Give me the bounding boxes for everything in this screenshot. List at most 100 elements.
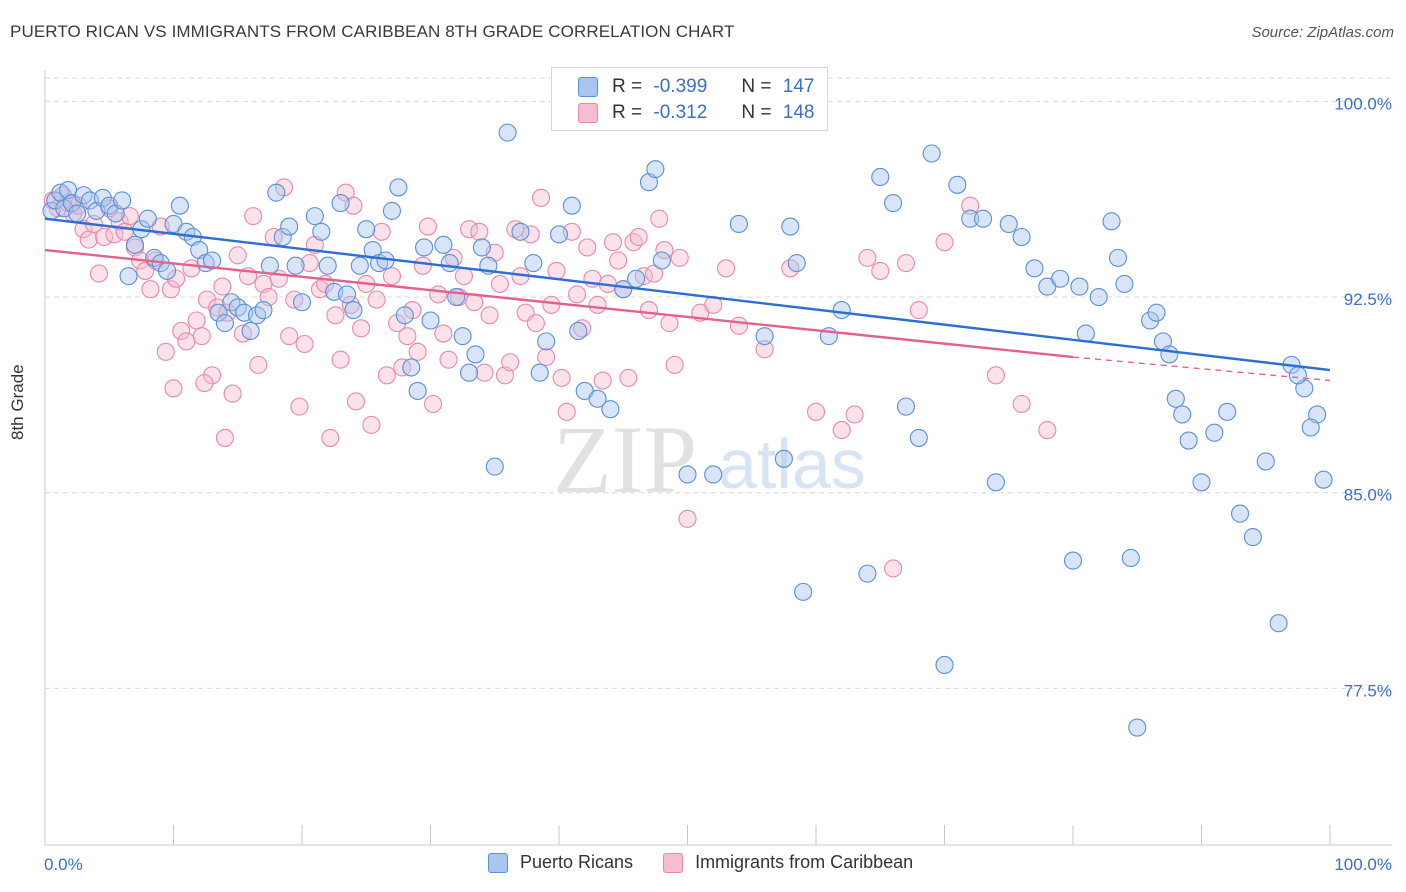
data-point — [524, 254, 543, 273]
data-point — [935, 233, 954, 252]
legend-swatch-pink — [663, 852, 684, 873]
data-point — [290, 397, 309, 416]
data-point — [79, 230, 98, 249]
data-point — [1063, 551, 1083, 570]
legend-item-immigrants: Immigrants from Caribbean — [663, 852, 913, 873]
data-point — [1147, 303, 1166, 322]
legend-row-immigrants: R = -0.312 N = 148 — [578, 100, 814, 126]
data-point — [388, 314, 407, 333]
data-point — [986, 366, 1005, 385]
data-point — [1038, 421, 1057, 440]
data-point — [141, 280, 160, 299]
r-label: R = — [612, 76, 643, 97]
data-point — [363, 241, 382, 260]
trend-lines — [44, 217, 1331, 382]
watermark: ZIP atlas — [553, 406, 866, 513]
data-point — [961, 209, 980, 228]
data-point — [670, 248, 689, 267]
data-point — [569, 321, 588, 340]
data-point — [652, 251, 671, 270]
data-point — [192, 327, 211, 346]
data-point — [321, 428, 340, 447]
data-point — [858, 564, 877, 583]
data-point — [1308, 405, 1327, 424]
legend-row-puerto-ricans: R = -0.399 N = 147 — [578, 74, 814, 100]
data-point — [454, 267, 473, 286]
data-point — [1314, 470, 1333, 489]
data-point — [331, 350, 350, 369]
data-point — [531, 188, 551, 207]
data-point — [466, 345, 485, 364]
data-point — [542, 295, 561, 314]
data-point — [639, 301, 659, 320]
data-point — [177, 332, 196, 351]
data-point — [794, 582, 813, 601]
legend-label: Puerto Ricans — [520, 852, 634, 872]
data-point — [922, 144, 941, 163]
data-point — [614, 280, 633, 299]
data-point — [1218, 402, 1237, 421]
data-point — [203, 251, 222, 270]
data-point — [578, 238, 597, 257]
data-point — [1051, 269, 1070, 288]
y-tick-label: 85.0% — [1344, 486, 1392, 505]
data-point — [1269, 614, 1288, 633]
data-point — [215, 428, 234, 447]
data-point — [511, 222, 530, 241]
data-point — [567, 285, 587, 304]
data-point — [415, 238, 434, 257]
data-point — [213, 277, 232, 296]
data-point — [547, 261, 566, 280]
data-point — [1012, 227, 1031, 247]
data-point — [498, 123, 517, 142]
data-point — [650, 209, 669, 228]
y-tick-label: 92.5% — [1344, 290, 1392, 309]
data-point — [485, 457, 504, 476]
data-point — [68, 204, 87, 223]
data-point — [120, 207, 139, 226]
data-point — [1012, 394, 1031, 414]
data-point — [639, 173, 659, 192]
data-point — [871, 167, 890, 187]
data-point — [755, 327, 774, 346]
data-point — [382, 267, 402, 286]
data-point — [172, 321, 191, 340]
data-point — [678, 509, 697, 528]
data-point — [884, 559, 903, 578]
data-point — [884, 194, 903, 213]
data-point — [629, 227, 648, 247]
data-point — [439, 350, 458, 369]
source-note: Source: ZipAtlas.com — [1251, 24, 1394, 41]
data-point — [357, 220, 376, 239]
data-point — [896, 254, 916, 273]
data-point — [1160, 345, 1179, 364]
data-point — [646, 160, 665, 179]
data-point — [530, 363, 549, 382]
data-point — [1102, 212, 1121, 231]
legend-swatch-pink — [578, 103, 598, 123]
data-point — [119, 267, 138, 286]
data-point — [280, 217, 299, 236]
data-point — [470, 222, 489, 241]
series-legend: Puerto Ricans Immigrants from Caribbean — [488, 852, 943, 873]
data-point — [774, 449, 793, 468]
data-point — [434, 235, 453, 254]
data-point — [341, 295, 360, 314]
data-point — [170, 196, 189, 215]
data-point — [1243, 528, 1262, 547]
data-point — [781, 217, 800, 236]
data-point — [678, 465, 697, 484]
trend-line-immigrants — [44, 248, 1074, 359]
data-point — [501, 353, 520, 372]
data-point — [1108, 248, 1128, 267]
data-point — [935, 655, 954, 674]
n-label: N = — [741, 102, 772, 123]
data-point — [209, 303, 228, 322]
data-point — [1025, 259, 1044, 278]
data-point — [352, 319, 371, 338]
data-point — [1166, 389, 1185, 408]
data-point — [619, 368, 638, 387]
data-point — [562, 196, 581, 215]
x-tick-label: 100.0% — [1334, 855, 1392, 874]
data-point — [660, 314, 679, 333]
